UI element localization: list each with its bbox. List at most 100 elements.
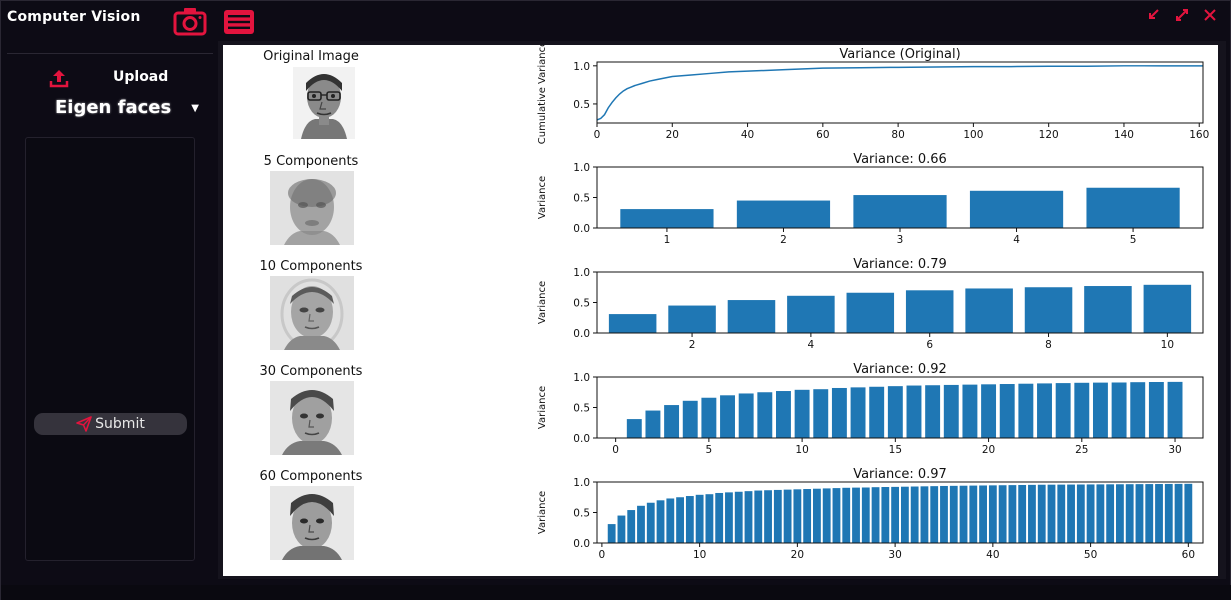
upload-label: Upload (113, 69, 169, 85)
chart-title: Variance: 0.66 (853, 152, 947, 167)
window-controls (1146, 7, 1218, 23)
plot-frame (596, 61, 1204, 124)
chevron-down-icon: ▼ (191, 103, 199, 114)
bar (1174, 483, 1183, 543)
bar (793, 489, 802, 543)
bar (1164, 483, 1173, 543)
bar (734, 491, 743, 543)
bar (1037, 383, 1052, 438)
x-tick-label: 5 (706, 444, 713, 456)
send-icon (76, 416, 92, 432)
bar (776, 391, 791, 438)
x-tick-label: 0 (594, 129, 601, 141)
chart-svg: Variance: 0.97 Variance 0 10 20 30 40 50 60 0.0 0.… (537, 467, 1204, 561)
reconstructed-face-30 (270, 381, 354, 455)
bar (949, 485, 958, 543)
bar (852, 487, 860, 543)
bar (736, 200, 831, 228)
y-tick-label: 0.0 (573, 433, 590, 445)
bar (754, 490, 763, 543)
bar (943, 384, 959, 438)
submit-label: Submit (95, 416, 145, 432)
x-tick-label: 40 (986, 549, 999, 561)
y-tick-label: 0.0 (573, 223, 590, 235)
x-tick-label: 40 (741, 129, 754, 141)
bar (1024, 287, 1073, 333)
x-tick-label: 30 (888, 549, 901, 561)
x-tick-label: 160 (1189, 129, 1209, 141)
y-tick-label: 0.5 (573, 99, 590, 111)
x-tick-label: 0 (612, 444, 619, 456)
method-select[interactable]: Eigen faces ▼ (55, 97, 203, 123)
parameters-panel: Submit (25, 137, 195, 561)
bar (1106, 484, 1115, 543)
bar (1116, 484, 1124, 543)
bar (715, 492, 724, 543)
series-line (596, 65, 1203, 121)
bar (617, 515, 626, 543)
bar (959, 485, 968, 543)
bar (787, 295, 835, 333)
bar (925, 385, 941, 438)
x-tick-label: 5 (1130, 234, 1137, 246)
bar (1076, 484, 1085, 543)
bar (1018, 383, 1034, 438)
bar (1037, 484, 1046, 543)
x-tick-label: 0 (599, 549, 606, 561)
bar (646, 502, 655, 543)
y-axis-label: Variance (537, 176, 548, 219)
bar (1135, 484, 1144, 543)
bar (1018, 484, 1027, 543)
maximize-icon[interactable] (1174, 7, 1190, 23)
close-icon[interactable] (1202, 7, 1218, 23)
bar (988, 485, 997, 543)
submit-button[interactable]: Submit (34, 413, 187, 435)
bar (1184, 483, 1193, 543)
content-frame: Original Image 5 Components (218, 41, 1226, 579)
bar (727, 300, 776, 333)
upload-button[interactable]: Upload (48, 67, 198, 89)
image-label-5: 5 Components (263, 154, 359, 169)
bar (738, 393, 754, 438)
y-axis-label: Cumulative Variance (537, 45, 548, 144)
bar (979, 485, 987, 543)
image-label-60: 60 Components (259, 469, 363, 484)
bar (1125, 484, 1134, 543)
x-tick-label: 10 (1161, 339, 1174, 351)
bar (1055, 383, 1071, 438)
x-tick-label: 60 (816, 129, 829, 141)
bar (930, 486, 939, 543)
y-axis-label: Variance (537, 386, 548, 429)
x-tick-label: 6 (926, 339, 933, 351)
reconstructed-face-5 (270, 171, 354, 245)
x-tick-label: 10 (693, 549, 706, 561)
chart-title: Variance: 0.97 (853, 467, 947, 482)
camera-button[interactable] (173, 6, 207, 36)
bar (1067, 484, 1075, 543)
bar (861, 487, 870, 543)
original-face-image (293, 67, 355, 139)
bar (906, 385, 922, 438)
bar (1096, 484, 1105, 543)
image-label-10: 10 Components (259, 259, 363, 274)
bar (757, 392, 773, 438)
bar (900, 486, 909, 543)
bar (891, 486, 900, 543)
x-tick-label: 60 (1182, 549, 1195, 561)
bar (871, 487, 880, 543)
x-tick-label: 100 (963, 129, 983, 141)
y-tick-label: 0.0 (573, 328, 590, 340)
bar (1084, 286, 1132, 333)
menu-button[interactable] (224, 10, 254, 34)
x-tick-label: 50 (1084, 549, 1097, 561)
bar (627, 510, 636, 543)
bar (1074, 382, 1090, 438)
y-tick-label: 1.0 (573, 162, 590, 174)
bar (813, 389, 829, 438)
x-tick-label: 20 (791, 549, 804, 561)
bar (1028, 484, 1036, 543)
variance-chart-30: Variance: 0.92 Variance 0 5 10 15 20 25 30 0.0 0.5… (533, 360, 1213, 464)
x-tick-label: 20 (982, 444, 995, 456)
minimize-icon[interactable] (1146, 7, 1162, 23)
bar (887, 386, 903, 438)
